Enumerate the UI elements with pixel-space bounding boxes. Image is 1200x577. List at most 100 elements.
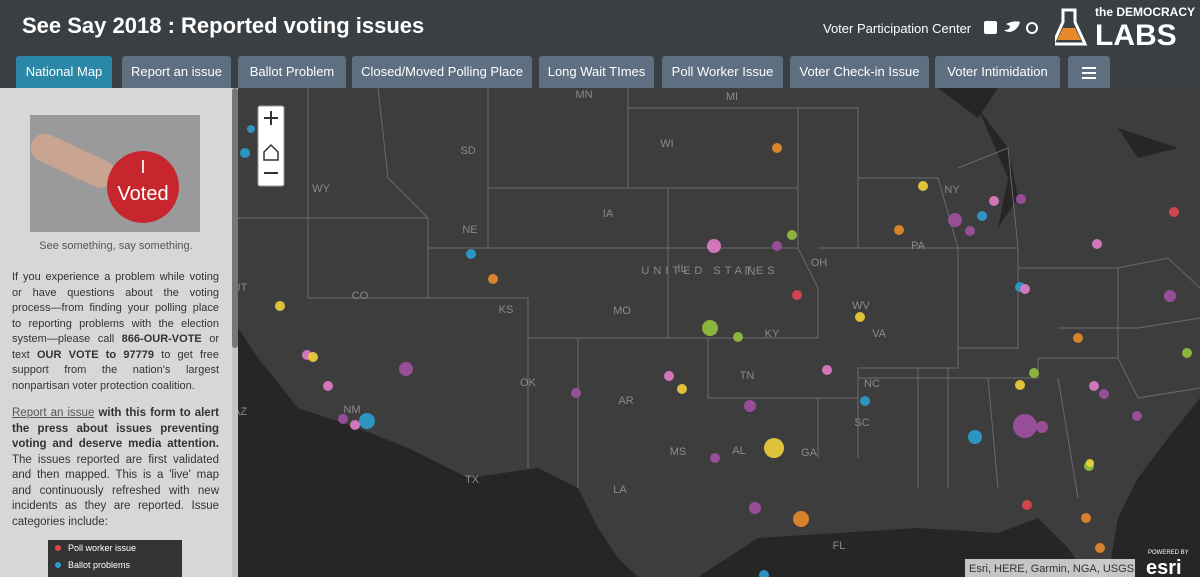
state-label: NM — [343, 404, 360, 416]
link-icon[interactable] — [1026, 22, 1038, 34]
state-label: VA — [872, 328, 887, 340]
header: See Say 2018 : Reported voting issues Vo… — [0, 0, 1200, 56]
incident-dot — [764, 438, 784, 458]
state-label: MN — [575, 89, 592, 101]
state-label: UT — [238, 282, 248, 294]
logo-bottom: LABS — [1095, 19, 1177, 52]
state-label: NC — [864, 378, 880, 390]
facebook-icon[interactable] — [984, 21, 997, 34]
state-label: IN — [745, 266, 756, 278]
incident-dot — [240, 148, 250, 158]
incident-dot — [1099, 389, 1109, 399]
incident-dot — [323, 381, 333, 391]
tab[interactable]: Voter Intimidation — [935, 56, 1060, 88]
state-label: IA — [603, 208, 614, 220]
incident-dot — [702, 320, 718, 336]
text: The issues reported are first validated … — [12, 453, 219, 528]
incident-dot — [855, 312, 865, 322]
incident-dot — [989, 196, 999, 206]
sticker-text: I — [140, 157, 145, 177]
state-label: SD — [460, 145, 475, 157]
i-voted-image: I Voted — [30, 115, 200, 232]
incident-dot — [759, 570, 769, 577]
home[interactable] — [263, 143, 279, 161]
social-icons — [984, 21, 1038, 34]
state-label: KY — [765, 328, 780, 340]
tab[interactable]: Closed/Moved Polling Place — [352, 56, 532, 88]
tab[interactable]: Report an issue — [122, 56, 231, 88]
state-label: GA — [801, 447, 818, 459]
map[interactable]: ORIDWYNVUTCOCAAZNMSDNEKSOKTXMNIAMOARLAWI… — [238, 88, 1200, 577]
zoom-controls — [257, 105, 285, 187]
incident-dot — [1081, 513, 1091, 523]
text: to get free support from the nation's la… — [12, 348, 219, 392]
incident-dot — [744, 400, 756, 412]
twitter-icon[interactable] — [1004, 21, 1020, 32]
incident-dot — [860, 396, 870, 406]
state-label: WY — [312, 183, 330, 195]
incident-dot — [1029, 368, 1039, 378]
intro-text: If you experience a problem while voting… — [12, 270, 219, 394]
incident-dot — [894, 225, 904, 235]
incident-dot — [1169, 207, 1179, 217]
report-text: Report an issue with this form to alert … — [12, 406, 219, 530]
state-label: KS — [499, 304, 514, 316]
tab[interactable]: Poll Worker Issue — [662, 56, 783, 88]
incident-dot — [787, 230, 797, 240]
incident-dot — [792, 290, 802, 300]
zoom-in[interactable] — [264, 111, 278, 125]
incident-dot — [308, 352, 318, 362]
caption: See something, say something. — [39, 240, 193, 252]
org-link[interactable]: Voter Participation Center — [823, 21, 972, 36]
incident-dot — [247, 125, 255, 133]
attribution: Esri, HERE, Garmin, NGA, USGS — [969, 563, 1134, 575]
text: with this form to alert the press about … — [12, 407, 219, 450]
incident-dot — [822, 365, 832, 375]
incident-dot — [1073, 333, 1083, 343]
incident-dot — [275, 301, 285, 311]
tab[interactable]: Long Wait TImes — [539, 56, 654, 88]
state-label: AL — [732, 445, 745, 457]
logo-top: the DEMOCRACY — [1095, 5, 1195, 19]
sms: OUR VOTE to 97779 — [36, 348, 154, 361]
incident-dot — [350, 420, 360, 430]
incident-dot — [772, 143, 782, 153]
incident-dot — [677, 384, 687, 394]
menu-tab[interactable] — [1068, 56, 1110, 88]
legend-label: Poll worker issue — [68, 543, 136, 553]
text: If you experience a problem while voting… — [12, 271, 219, 345]
state-label: OK — [520, 377, 537, 389]
state-label: IL — [677, 263, 686, 275]
report-link[interactable]: Report an issue — [12, 407, 95, 419]
incident-dot — [948, 213, 962, 227]
tab[interactable]: Voter Check-in Issue — [790, 56, 929, 88]
incident-dot — [1013, 414, 1037, 438]
state-label: AZ — [238, 406, 247, 418]
incident-dot — [793, 511, 809, 527]
incident-dot — [1164, 290, 1176, 302]
incident-dot — [466, 249, 476, 259]
state-label: AR — [618, 395, 633, 407]
state-label: TN — [740, 370, 755, 382]
state-label: OH — [811, 257, 828, 269]
legend: Poll worker issue Ballot problems — [48, 540, 182, 577]
tab[interactable]: National Map — [16, 56, 112, 88]
incident-dot — [965, 226, 975, 236]
esri-logo: esri — [1146, 557, 1182, 577]
incident-dot — [664, 371, 674, 381]
incident-dot — [1182, 348, 1192, 358]
incident-dot — [1092, 239, 1102, 249]
incident-dot — [918, 181, 928, 191]
state-label: MS — [670, 446, 687, 458]
incident-dot — [707, 239, 721, 253]
tab[interactable]: Ballot Problem — [238, 56, 346, 88]
incident-dot — [1132, 411, 1142, 421]
incident-dot — [1016, 194, 1026, 204]
incident-dot — [977, 211, 987, 221]
app-title: See Say 2018 : Reported voting issues — [22, 13, 425, 38]
phone: 866-OUR-VOTE — [121, 333, 202, 345]
state-label: PA — [911, 240, 926, 252]
state-label: MI — [726, 91, 738, 103]
state-label: NE — [462, 224, 477, 236]
incident-dot — [338, 414, 348, 424]
